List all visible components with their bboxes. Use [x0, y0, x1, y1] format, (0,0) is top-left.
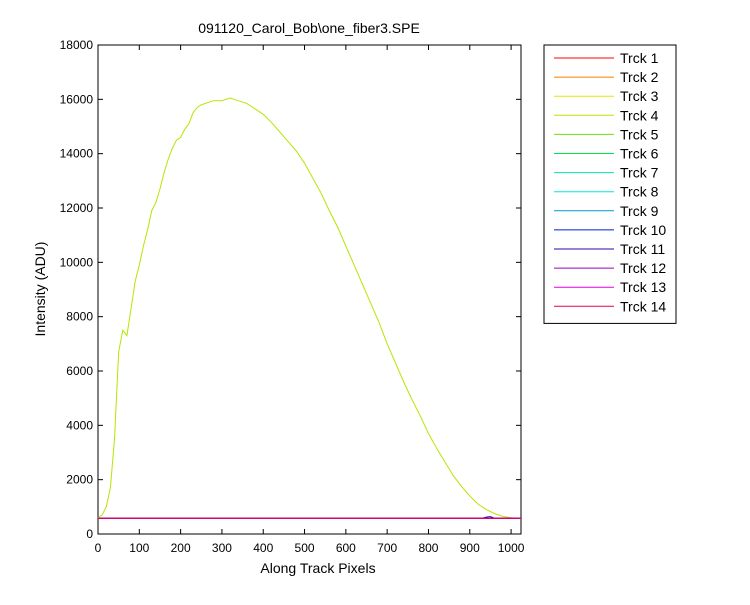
chart-title: 091120_Carol_Bob\one_fiber3.SPE — [198, 20, 420, 36]
legend-label-trck-14: Trck 14 — [620, 298, 666, 314]
legend-label-trck-6: Trck 6 — [620, 146, 659, 162]
x-tick-label: 600 — [336, 541, 356, 555]
x-axis-label: Along Track Pixels — [260, 560, 375, 576]
y-tick-label: 2000 — [66, 473, 93, 487]
x-tick-label: 300 — [212, 541, 232, 555]
x-tick-label: 1000 — [498, 541, 525, 555]
legend-label-trck-10: Trck 10 — [620, 222, 666, 238]
axes: 0 100 200 300 400 500 600 700 800 900 100002000400… — [60, 38, 525, 555]
legend-label-trck-4: Trck 4 — [620, 107, 659, 123]
legend[interactable]: Trck 1 Trck 2 Trck 3 Trck 4 Trck 5 Trck 6 Trck… — [543, 44, 677, 324]
legend-box — [543, 44, 677, 324]
y-tick-label: 10000 — [60, 255, 94, 269]
plot-area — [98, 45, 521, 534]
plot-background — [98, 45, 521, 534]
legend-label-trck-8: Trck 8 — [620, 184, 659, 200]
x-tick-label: 800 — [418, 541, 438, 555]
x-tick-label: 700 — [377, 541, 397, 555]
x-tick-label: 900 — [460, 541, 480, 555]
y-tick-label: 16000 — [60, 92, 94, 106]
y-tick-label: 8000 — [66, 310, 93, 324]
legend-label-trck-13: Trck 13 — [620, 279, 666, 295]
legend-label-trck-11: Trck 11 — [620, 241, 665, 257]
legend-label-trck-3: Trck 3 — [620, 88, 659, 104]
legend-label-trck-2: Trck 2 — [620, 69, 659, 85]
y-tick-label: 12000 — [60, 201, 94, 215]
legend-label-trck-7: Trck 7 — [620, 165, 659, 181]
series-line-trck-4 — [97, 97, 520, 519]
legend-label-trck-9: Trck 9 — [620, 203, 659, 219]
x-tick-label: 400 — [253, 541, 273, 555]
y-tick-label: 14000 — [60, 147, 94, 161]
legend-label-trck-5: Trck 5 — [620, 126, 659, 142]
y-tick-label: 6000 — [66, 364, 93, 378]
x-tick-label: 500 — [295, 541, 315, 555]
series-group — [97, 97, 521, 519]
legend-label-trck-1: Trck 1 — [620, 50, 659, 66]
y-axis-label: Intensity (ADU) — [32, 242, 48, 337]
axes-box — [97, 44, 522, 535]
y-tick-label: 4000 — [66, 418, 93, 432]
y-tick-label: 18000 — [60, 38, 94, 52]
y-tick-label: 0 — [86, 527, 93, 541]
x-tick-label: 200 — [171, 541, 191, 555]
x-tick-label: 100 — [129, 541, 149, 555]
x-tick-label: 0 — [95, 541, 102, 555]
legend-label-trck-12: Trck 12 — [620, 260, 666, 276]
